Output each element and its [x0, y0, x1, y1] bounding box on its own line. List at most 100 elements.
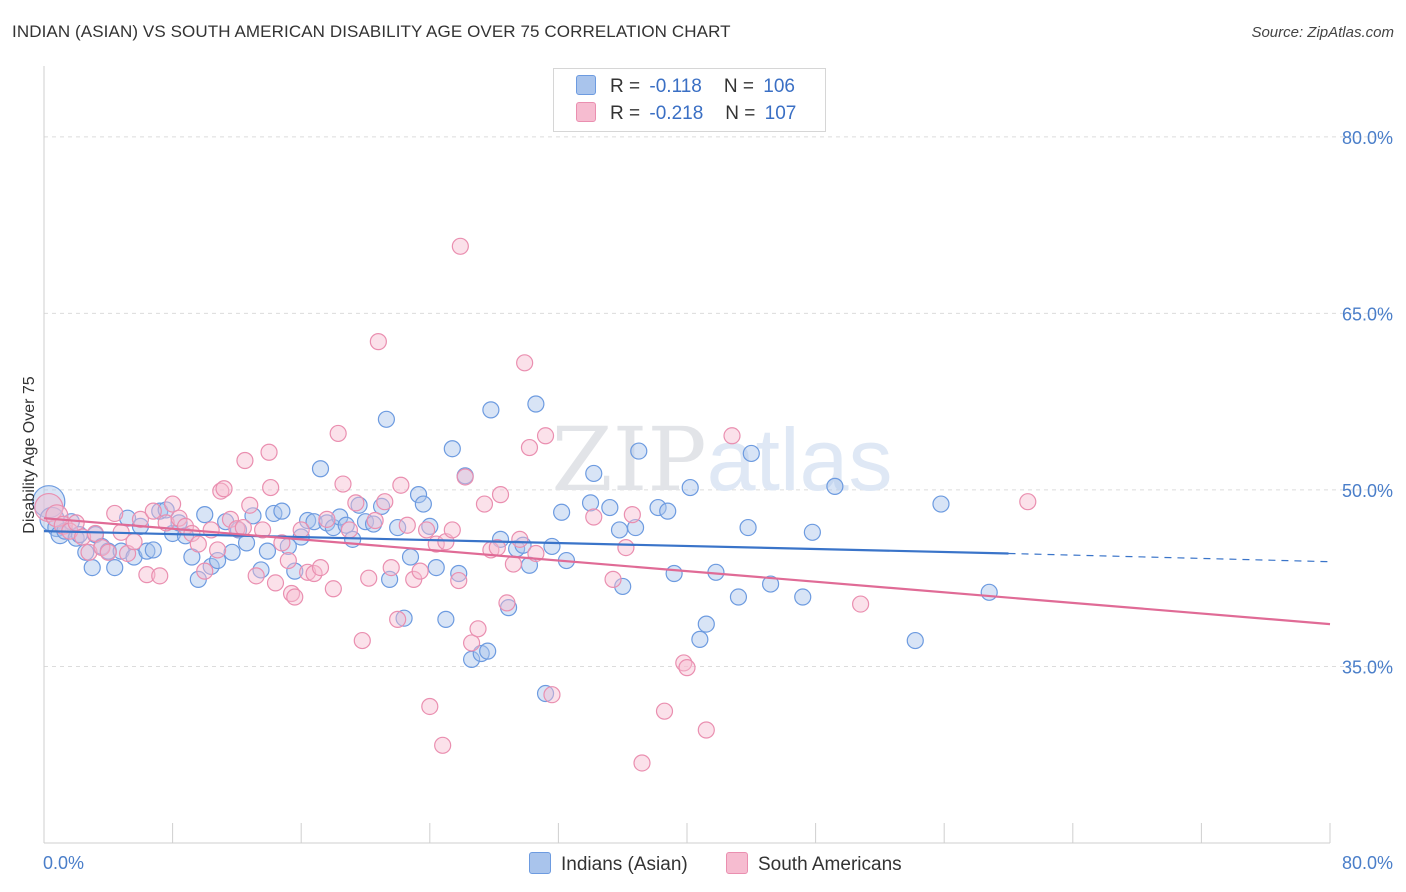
data-point [279, 551, 297, 570]
data-point [212, 482, 230, 500]
data-point [138, 542, 156, 560]
data-point [697, 721, 715, 739]
data-point [45, 504, 69, 528]
data-point [761, 575, 780, 593]
data-point [794, 588, 812, 606]
x-tick-label: 80.0% [1342, 853, 1393, 873]
data-point [260, 443, 278, 461]
axes [43, 66, 1331, 844]
data-point [626, 518, 645, 537]
data-point [906, 631, 924, 650]
data-point [376, 493, 394, 511]
data-point [504, 555, 522, 573]
legend-row-indians: R = -0.118 N = 106 [576, 75, 795, 99]
data-point [614, 577, 632, 596]
data-point [852, 595, 870, 613]
data-point [723, 427, 741, 445]
series-south-americans [34, 237, 1037, 772]
data-point [299, 563, 317, 581]
data-point [604, 570, 622, 588]
data-point [456, 468, 474, 486]
data-point [360, 569, 378, 587]
data-point [543, 537, 561, 556]
data-point [237, 534, 256, 552]
data-point [324, 580, 342, 598]
data-point [118, 509, 137, 527]
r-value: -0.118 [649, 76, 702, 97]
data-point [144, 541, 162, 559]
tick-labels: 80.0% 65.0% 50.0% 35.0% 0.0% 80.0% [43, 128, 1393, 873]
data-point [337, 516, 355, 534]
data-point [739, 518, 757, 537]
data-point [258, 542, 277, 560]
legend-item-south-americans: South Americans [726, 852, 902, 876]
legend-swatch-indians [529, 852, 551, 874]
data-point [826, 477, 844, 495]
data-point [630, 442, 648, 460]
n-label: N = [725, 103, 756, 124]
data-point [520, 438, 539, 457]
data-point [414, 495, 432, 513]
data-point [392, 476, 410, 494]
data-point [421, 697, 439, 716]
data-point [273, 502, 291, 520]
data-point [581, 494, 600, 512]
data-point [655, 702, 674, 720]
trend-line-0 [43, 530, 1009, 555]
series-indians-asian [32, 395, 998, 703]
data-point [450, 564, 468, 583]
x-tick-label: 0.0% [43, 853, 84, 873]
y-tick-label: 50.0% [1342, 481, 1393, 501]
data-point [536, 684, 555, 703]
data-point [247, 567, 265, 585]
data-point [649, 498, 667, 517]
data-point [450, 571, 468, 590]
watermark: ZIPatlas [551, 408, 892, 511]
data-point [236, 451, 254, 470]
data-point [382, 558, 400, 577]
data-point [527, 395, 545, 413]
data-point [585, 464, 603, 483]
data-point [980, 583, 998, 601]
data-point [189, 535, 207, 553]
r-label: R = [610, 103, 641, 124]
data-point [516, 354, 534, 372]
legend-item-indians: Indians (Asian) [529, 852, 688, 876]
data-point [311, 558, 330, 577]
data-point [106, 504, 124, 523]
data-point [221, 510, 240, 528]
data-point [305, 564, 323, 583]
data-point [675, 654, 693, 672]
data-point [469, 620, 487, 638]
y-tick-label: 35.0% [1342, 657, 1393, 677]
data-point [491, 486, 510, 504]
data-point [411, 562, 429, 580]
data-point [299, 511, 317, 530]
chart-title: INDIAN (ASIAN) VS SOUTH AMERICAN DISABIL… [12, 22, 731, 41]
data-point [511, 530, 529, 548]
data-point [729, 588, 748, 606]
data-point [678, 659, 696, 677]
legend-swatch-indians [576, 75, 596, 95]
data-point [286, 588, 304, 606]
data-point [223, 543, 241, 561]
data-point [292, 521, 310, 539]
n-value: 106 [763, 76, 795, 97]
data-point [617, 538, 635, 557]
data-point [479, 642, 497, 660]
data-point [681, 478, 699, 497]
y-axis-title: Disability Age Over 75 [21, 376, 38, 534]
trend-line-1 [43, 517, 1331, 626]
data-point [244, 507, 262, 525]
data-point [475, 495, 494, 513]
data-point [409, 486, 428, 504]
data-point [106, 558, 124, 577]
data-point [340, 521, 359, 539]
data-point [377, 410, 395, 428]
data-point [417, 521, 436, 539]
n-label: N = [723, 76, 754, 97]
y-tick-label: 80.0% [1342, 128, 1393, 148]
data-point [99, 543, 117, 561]
legend-label-indians: Indians (Asian) [561, 854, 688, 875]
data-point [932, 495, 950, 513]
